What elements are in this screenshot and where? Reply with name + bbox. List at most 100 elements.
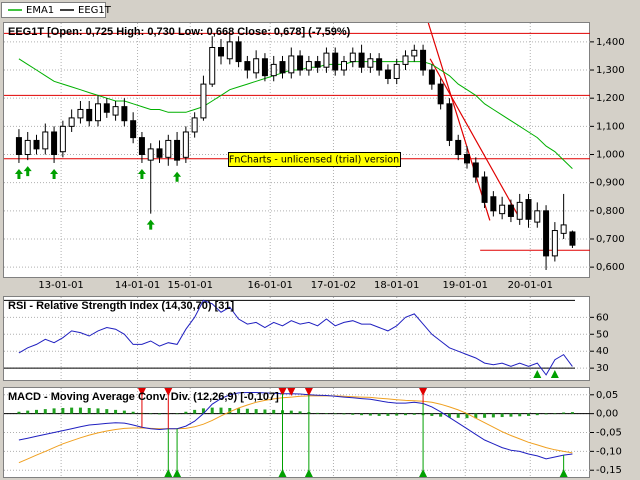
sell-arrow (419, 388, 428, 396)
buy-arrow (14, 168, 23, 179)
buy-arrow (304, 469, 313, 477)
candle-body (15, 137, 22, 156)
histogram-bar (474, 413, 478, 419)
histogram-bar (298, 411, 302, 414)
histogram-bar (412, 413, 416, 415)
candle-body (349, 52, 356, 63)
histogram-bar (43, 409, 47, 414)
candle-body (411, 49, 418, 57)
histogram-bar (193, 409, 197, 414)
candle-body (103, 103, 110, 113)
candle-body (77, 108, 84, 119)
candle-body (68, 117, 75, 127)
y-tick-label: 0,05 (596, 390, 618, 401)
candle-body (33, 139, 40, 150)
candle-body (341, 61, 348, 71)
candle-body (543, 210, 550, 257)
candle-body (384, 69, 391, 79)
candle-body (464, 154, 471, 164)
histogram-bar (447, 413, 451, 418)
candle-body (393, 63, 400, 79)
histogram-bar (105, 409, 109, 414)
candle-body (551, 230, 558, 257)
candle-body (121, 106, 128, 122)
candle-body (455, 139, 462, 156)
histogram-bar (35, 409, 39, 414)
y-tick-label: 0,900 (596, 178, 625, 189)
histogram-bar (114, 409, 118, 414)
histogram-bar (263, 409, 267, 414)
labels: EEG1T [Open: 0,725 High: 0,730 Low: 0,66… (1, 2, 625, 476)
sell-arrow (164, 388, 173, 396)
histogram-bar (228, 407, 232, 414)
y-tick-label: 1,000 (596, 150, 625, 161)
candle-body (288, 55, 295, 74)
histogram-bar (527, 413, 531, 416)
buy-arrow (164, 469, 173, 477)
y-tick-label: 1,300 (596, 65, 625, 76)
rsi-signal (550, 370, 559, 378)
rsi-signal (533, 370, 542, 378)
candle-body (323, 52, 330, 68)
candle-body (200, 83, 207, 119)
buy-arrow (278, 469, 287, 477)
x-tick-label: 19-01-01 (443, 280, 488, 291)
sell-arrow (137, 388, 146, 396)
histogram-bar (26, 410, 30, 414)
histogram-bar (342, 413, 346, 415)
histogram-bar (351, 413, 355, 415)
histogram-bar (131, 411, 135, 414)
histogram-bar (87, 407, 91, 414)
candle-body (182, 131, 189, 158)
sell-arrow (304, 388, 313, 396)
histogram-bar (491, 413, 495, 418)
histogram-bar (535, 413, 539, 416)
candle-body (472, 162, 479, 178)
x-tick-label: 16-01-01 (248, 280, 293, 291)
histogram-bar (360, 413, 364, 416)
legend-label: EEG1T (78, 5, 112, 16)
histogram-bar (500, 413, 504, 418)
histogram-bar (316, 412, 320, 414)
buy-arrow (173, 469, 182, 477)
histogram-bar (149, 413, 153, 415)
candle-body (174, 139, 181, 161)
histogram-bar (553, 413, 557, 415)
histogram-bar (456, 413, 460, 418)
histogram-bar (201, 408, 205, 414)
candle-body (138, 137, 145, 156)
y-tick-label: 1,200 (596, 93, 625, 104)
candle-body (270, 63, 277, 77)
histogram-bar (219, 407, 223, 414)
signal-line (18, 395, 573, 464)
y-tick-label: -0,15 (596, 465, 622, 476)
candle-body (297, 55, 304, 71)
histogram-bar (386, 413, 390, 416)
histogram-bar (368, 413, 372, 416)
x-tick-label: 15-01-01 (168, 280, 213, 291)
buy-arrow (173, 171, 182, 182)
buy-arrow (419, 469, 428, 477)
histogram-bar (395, 413, 399, 416)
candle-body (437, 83, 444, 105)
histogram-bar (237, 408, 241, 414)
buy-arrow (137, 168, 146, 179)
histogram-bar (562, 412, 566, 414)
histogram-bar (465, 413, 469, 419)
buy-arrow (559, 469, 568, 477)
y-tick-label: 1,100 (596, 121, 625, 132)
sell-arrow (278, 388, 287, 396)
candle-body (261, 58, 268, 77)
candle-body (147, 148, 154, 161)
rsi-panel (3, 296, 590, 381)
x-tick-label: 20-01-01 (508, 280, 553, 291)
candle-body (253, 58, 260, 74)
candle-body (516, 201, 523, 220)
candle-body (367, 58, 374, 68)
histogram-bar (570, 412, 574, 414)
histogram-bar (158, 413, 162, 415)
candle-body (226, 41, 233, 60)
candle-body (191, 117, 198, 133)
candle-body (428, 69, 435, 85)
